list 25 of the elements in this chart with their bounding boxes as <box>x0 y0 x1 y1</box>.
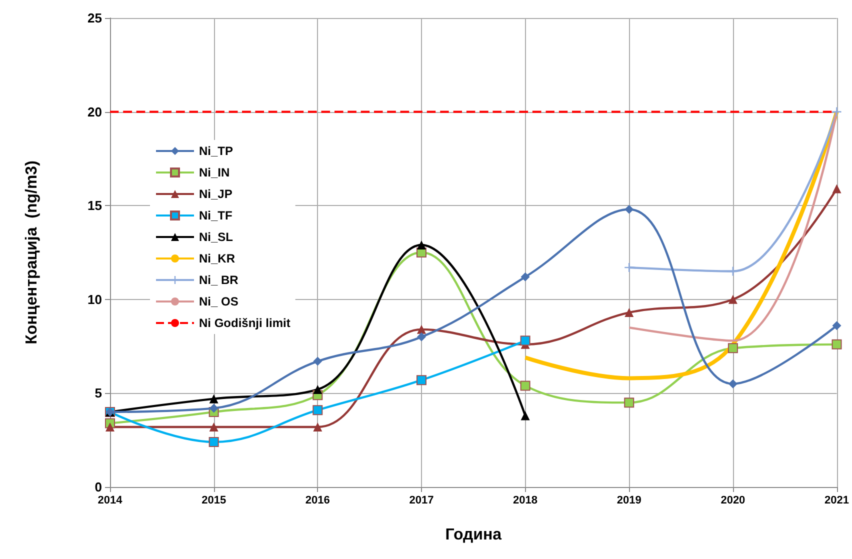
y-tick-label: 15 <box>88 198 102 214</box>
x-tick-label: 2015 <box>202 494 226 506</box>
legend-label: Ni_IN <box>199 166 230 180</box>
legend-label: Ni_JP <box>199 187 232 201</box>
y-tick-label: 0 <box>94 480 102 494</box>
y-tick-label: 5 <box>94 386 102 401</box>
x-tick-label: 2016 <box>305 494 330 506</box>
legend-label: Ni_ BR <box>199 273 239 287</box>
y-tick-label: 20 <box>88 104 102 120</box>
legend-label: Ni Godišnji limit <box>199 316 290 330</box>
x-axis-title: Година <box>445 526 502 544</box>
legend-label: Ni_TP <box>199 144 234 158</box>
legend-label: Ni_ OS <box>199 294 238 308</box>
legend-label: Ni_TF <box>199 208 232 222</box>
x-tick-label: 2021 <box>824 494 850 506</box>
y-axis-title: Концентрација (ng/m3) <box>24 160 40 344</box>
x-tick-label: 2019 <box>616 494 642 506</box>
x-tick-label: 2014 <box>98 494 124 506</box>
x-tick-label: 2017 <box>409 494 434 506</box>
legend-label: Ni_KR <box>199 252 236 266</box>
y-tick-label: 25 <box>88 10 102 26</box>
y-tick-label: 10 <box>88 292 102 307</box>
legend-label: Ni_SL <box>199 230 234 244</box>
x-tick-label: 2020 <box>720 494 746 506</box>
x-tick-label: 2018 <box>513 494 538 506</box>
